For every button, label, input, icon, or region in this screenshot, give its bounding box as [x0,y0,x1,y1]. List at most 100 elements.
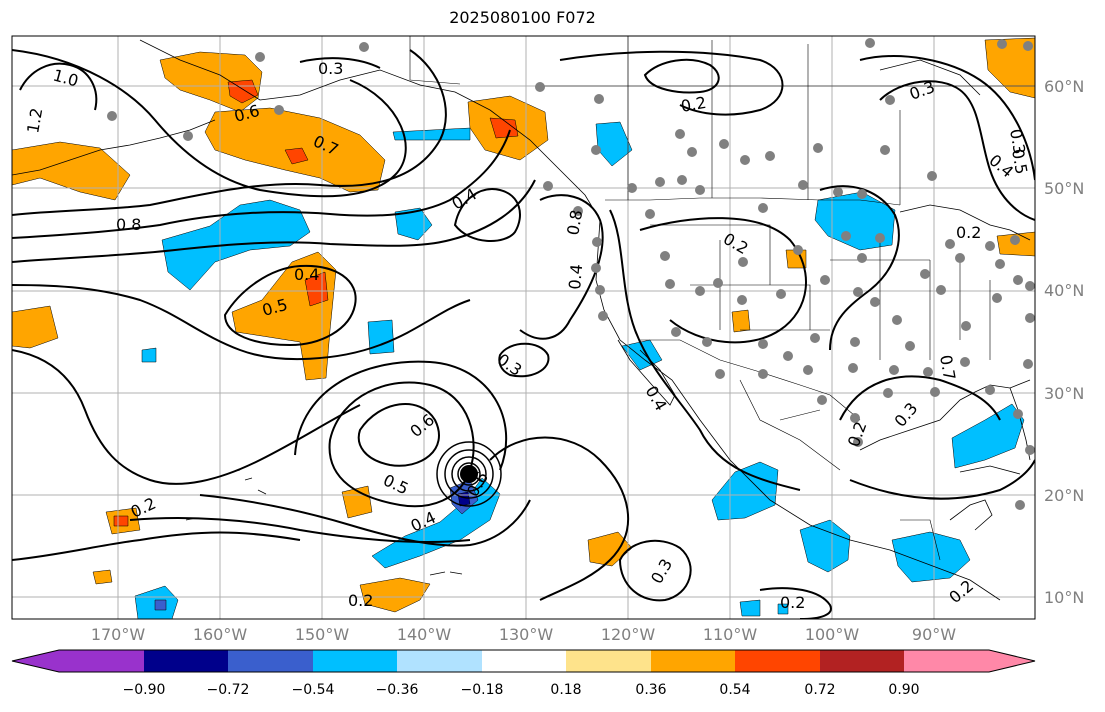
contour-lines [12,49,1035,619]
shade-orange-mexico [731,309,751,333]
lon-label-110w: 110°W [702,625,758,644]
colorbar-segment-9 [735,650,820,672]
shade-orange-bering [12,141,131,201]
contour-11 [199,494,531,547]
contour-label: 0.3 [318,59,343,78]
lon-label-90w: 90°W [911,625,957,644]
lat-label-20n: 20°N [1044,486,1085,505]
contour-26 [839,375,1001,421]
lon-label-120w: 120°W [600,625,656,644]
contour-label: 0.5 [1008,147,1031,175]
contour-label: 0.2 [679,93,707,116]
contour-29 [19,62,98,111]
colorbar-tick-label: 0.36 [635,682,667,698]
colorbar-outline [11,649,1036,673]
contour-14 [489,436,630,601]
contour-7 [12,349,361,485]
yucatan [949,499,993,531]
colorbar-segment-7 [566,650,651,672]
shade-blue-cent-am [799,519,851,573]
shade-blue-small-2 [739,599,761,617]
colorbar-segment-5 [397,650,482,672]
colorbar-segment-3 [228,650,313,672]
contour-20 [639,217,807,344]
shade-orange-small-4 [359,577,431,613]
shade-red-canada [489,117,519,139]
lon-label-130w: 130°W [498,625,554,644]
shade-orange-west-pac [12,305,59,349]
colorbar-tick-label: −0.72 [206,682,250,698]
shade-blue-offshore [394,207,433,241]
shaded-fields [12,37,1035,619]
contour-2 [12,49,447,216]
lat-label-40n: 40°N [1044,281,1085,300]
us-canada-border [605,197,901,206]
contour-30 [299,57,381,69]
contour-label: 0.4 [565,263,586,290]
gulf-coast [859,379,1031,451]
colorbar-segment-0 [12,650,59,672]
shade-blue-hawaii [367,319,395,355]
contour-8 [357,403,440,467]
colorbar-segment-1 [59,650,144,672]
colorbar-tick-label: 0.54 [719,682,751,698]
colorbar-segment-6 [482,650,566,672]
cyclone-contours [436,441,502,507]
contour-1 [12,49,407,198]
contour-25 [879,80,1035,221]
map-title: 2025080100 F072 [449,8,596,27]
alaska-coast [139,39,601,221]
colorbar-segment-10 [820,650,904,672]
cuba [959,465,1021,475]
lat-label-50n: 50°N [1044,179,1085,198]
colorbar-tick-label: 0.18 [550,682,582,698]
contour-label: 0.3 [1006,127,1029,155]
mexico-states [739,379,941,561]
station-dots [107,38,1035,510]
shade-red-gulf [284,147,309,165]
great-lakes [899,204,1031,241]
shade-orange-small-5 [92,569,113,585]
cyclone-center-marker [460,465,478,483]
contour-28 [759,587,832,619]
contour-label: 0.4 [294,265,319,284]
colorbar-tick-label: −0.36 [375,682,419,698]
contour-17 [453,188,521,243]
contour-24 [859,55,1035,181]
lon-label-150w: 150°W [294,625,350,644]
lon-label-100w: 100°W [804,625,860,644]
map-frame [11,35,1036,620]
lat-label-10n: 10°N [1044,588,1085,607]
gridlines [12,36,1035,619]
colorbar [11,649,1036,673]
shade-orange-northeast [984,37,1035,99]
contour-6 [223,264,357,347]
colorbar-segment-8 [651,650,735,672]
contour-22 [643,58,720,94]
lon-label-140w: 140°W [396,625,452,644]
contour-10 [294,360,508,471]
contour-5 [12,284,471,361]
contour-label: 0.2 [956,223,981,242]
colorbar-tick-label: −0.90 [122,682,166,698]
shade-red-small-3 [113,515,129,527]
contour-label: 0.8 [116,215,141,234]
lon-label-160w: 160°W [192,625,248,644]
shade-darkblue-sw-pac [154,599,167,611]
contour-16 [498,342,550,378]
shade-blue-small-3 [777,603,789,615]
contour-4 [12,179,536,263]
contour-27 [849,459,1035,500]
shade-blue-gulf-mexico [951,403,1025,469]
contour-15 [618,539,692,602]
contour-13 [12,531,301,561]
colorbar-tick-label: 0.72 [804,682,836,698]
contour-label: 0.2 [348,591,373,610]
colorbar-tick-label: −0.54 [291,682,335,698]
contour-label: 0.8 [563,208,586,236]
lon-label-170w: 170°W [90,625,146,644]
contour-label: 0.2 [780,593,805,612]
colorbar-segment-4 [313,650,397,672]
colorbar-segment-12 [989,650,1035,672]
